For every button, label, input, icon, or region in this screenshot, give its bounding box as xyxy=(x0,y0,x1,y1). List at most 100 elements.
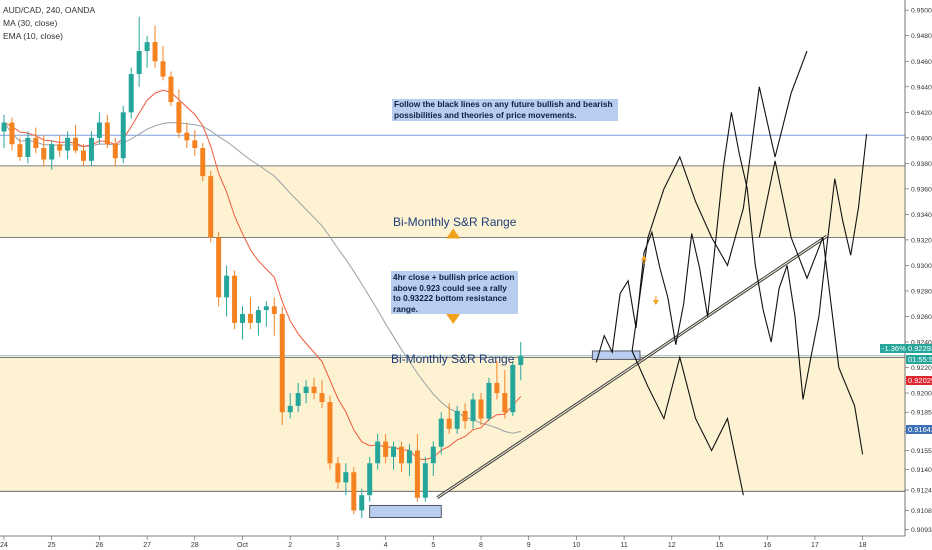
candle-body xyxy=(136,51,142,75)
candle-body xyxy=(232,275,238,323)
x-tick-label: 18 xyxy=(859,542,867,549)
candle-body xyxy=(96,122,102,138)
candle-body xyxy=(383,441,389,457)
candle-body xyxy=(17,144,23,157)
candle-body xyxy=(57,144,63,151)
candle-body xyxy=(478,399,484,419)
zone-lower-label: Bi-Monthly S&R Range xyxy=(391,352,515,366)
small-up-arrow xyxy=(640,255,647,261)
candle-body xyxy=(359,495,365,511)
countdown-tag: 01:55:51 xyxy=(906,355,932,364)
projection-path-alt xyxy=(631,50,808,352)
y-tick-label: 0.90930 xyxy=(911,527,932,534)
candle-body xyxy=(81,150,86,161)
x-tick-label: 27 xyxy=(143,542,151,549)
candle-body xyxy=(49,144,55,160)
candle-body xyxy=(406,450,412,464)
candle-body xyxy=(263,306,269,311)
candle-body xyxy=(120,112,126,159)
candle-body xyxy=(208,176,214,238)
candle-body xyxy=(160,61,166,77)
candle-body xyxy=(144,42,150,52)
candle-body xyxy=(287,405,293,413)
x-tick-label: 16 xyxy=(763,542,771,549)
zone-upper-label: Bi-Monthly S&R Range xyxy=(393,215,517,229)
candle-body xyxy=(240,313,245,323)
candle-body xyxy=(200,148,206,177)
x-tick-label: 4 xyxy=(384,542,388,549)
projection-path xyxy=(595,112,868,400)
target-up-arrow xyxy=(446,228,461,239)
candle-body xyxy=(351,472,357,511)
candle-body xyxy=(335,463,341,483)
candle-body xyxy=(367,463,373,496)
candle-body xyxy=(327,402,333,464)
highlight-box xyxy=(591,350,641,360)
x-tick-label: 3 xyxy=(336,542,340,549)
candle-body xyxy=(430,446,436,464)
x-tick-label: 24 xyxy=(0,542,8,549)
candle-body xyxy=(168,76,174,103)
candle-body xyxy=(41,148,47,160)
ema-value-tag: 0.92029 xyxy=(906,376,932,385)
candle-body xyxy=(152,42,158,62)
x-tick-label: 12 xyxy=(668,542,676,549)
candle-body xyxy=(303,386,309,394)
x-tick-label: 9 xyxy=(527,542,531,549)
candle-body xyxy=(494,382,500,394)
candle-body xyxy=(25,137,31,157)
candle-body xyxy=(255,310,261,323)
candle-body xyxy=(1,122,7,132)
highlight-box xyxy=(369,504,442,518)
candle-body xyxy=(224,275,230,298)
candle-body xyxy=(438,418,444,447)
candle-body xyxy=(502,393,508,413)
x-tick-label: 25 xyxy=(48,542,56,549)
x-tick-label: 10 xyxy=(573,542,581,549)
candle-body xyxy=(279,313,285,413)
x-tick-label: 15 xyxy=(716,542,724,549)
candle-body xyxy=(462,410,468,422)
ema-indicator-label[interactable]: EMA (10, close) xyxy=(3,31,63,41)
sr-zone-1 xyxy=(0,357,905,492)
candle-body xyxy=(470,399,476,422)
x-tick-label: 11 xyxy=(620,542,627,549)
candle-body xyxy=(486,382,492,419)
x-tick-label: 17 xyxy=(811,542,819,549)
x-tick-label: 5 xyxy=(431,542,435,549)
candle-body xyxy=(422,463,428,498)
candle-body xyxy=(414,450,420,498)
candle-body xyxy=(375,441,381,464)
price-tag: 0.92293 xyxy=(906,344,932,353)
ma-indicator-label[interactable]: MA (30, close) xyxy=(3,18,58,28)
ma-value-tag: 0.91642 xyxy=(906,425,932,434)
sr-zone-0 xyxy=(0,165,905,238)
symbol-title: AUD/CAD, 240, OANDA xyxy=(3,5,96,15)
candle-body xyxy=(176,102,182,133)
candle-body xyxy=(510,364,516,413)
candle-body xyxy=(247,313,253,323)
candle-body xyxy=(216,237,222,298)
candle-body xyxy=(311,386,317,394)
target-down-arrow xyxy=(446,314,461,325)
candle-body xyxy=(112,144,118,159)
candle-body xyxy=(454,410,460,429)
x-tick-label: 26 xyxy=(96,542,104,549)
candle-body xyxy=(518,356,524,365)
